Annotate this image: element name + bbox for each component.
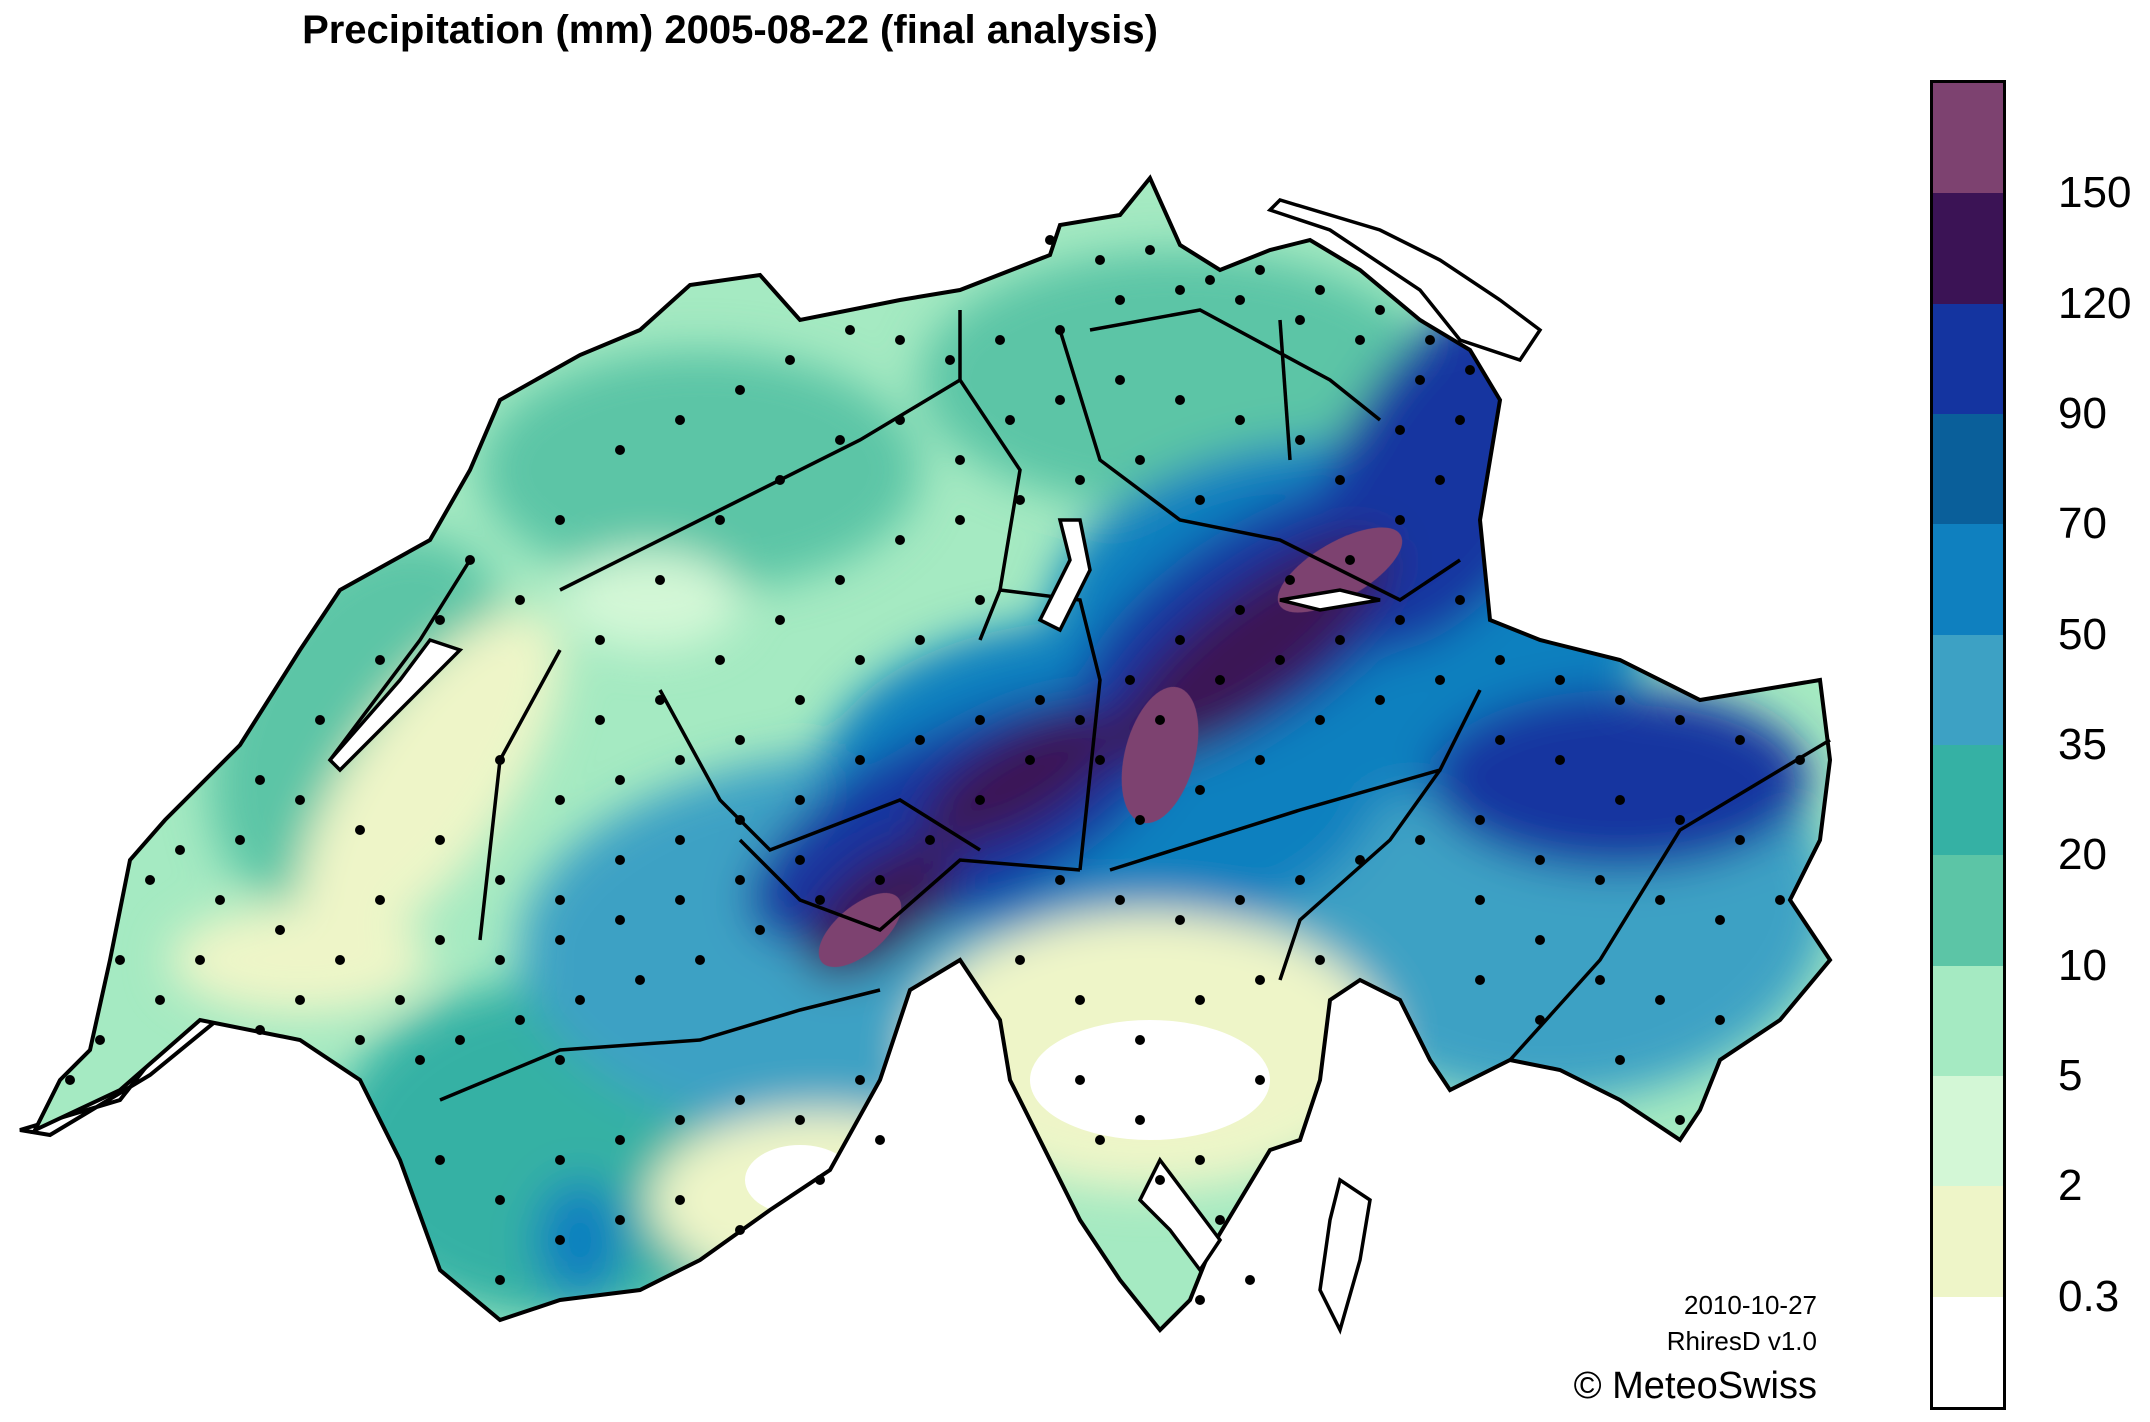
legend-swatch xyxy=(1933,524,2003,635)
legend-swatch xyxy=(1933,1296,2003,1407)
legend-swatch xyxy=(1933,193,2003,304)
legend-tick-label: 20 xyxy=(2058,830,2107,880)
legend-tick-label: 10 xyxy=(2058,940,2107,990)
legend-swatch xyxy=(1933,413,2003,525)
legend-tick-label: 2 xyxy=(2058,1161,2083,1211)
station-dots xyxy=(65,235,1805,1305)
lakes xyxy=(327,198,1543,1335)
legend-tick-label: 35 xyxy=(2058,720,2107,769)
legend-swatch xyxy=(1933,303,2003,414)
legend-swatch xyxy=(1933,634,2003,745)
legend-tick-label: 5 xyxy=(2058,1051,2083,1100)
credit-date: 2010-10-27 xyxy=(1684,1290,1817,1320)
credit-copyright: © MeteoSwiss xyxy=(1573,1365,1817,1407)
legend-tick-label: 50 xyxy=(2058,609,2107,659)
map-title: Precipitation (mm) 2005-08-22 (final ana… xyxy=(302,8,1158,52)
legend-tick-label: 70 xyxy=(2058,499,2107,549)
legend-swatch xyxy=(1933,83,2003,194)
precipitation-field xyxy=(35,178,1830,1330)
legend-swatch xyxy=(1933,965,2003,1076)
credit-product: RhiresD v1.0 xyxy=(1666,1326,1817,1356)
legend-swatch xyxy=(1933,855,2003,966)
legend-tick-label: 150 xyxy=(2058,168,2132,218)
canton-borders xyxy=(328,308,1831,1102)
legend-swatch xyxy=(1933,1186,2003,1297)
legend-swatch xyxy=(1933,1075,2003,1187)
color-legend xyxy=(1930,80,2006,1410)
country-border xyxy=(30,174,1833,1333)
legend-tick-label: 120 xyxy=(2058,278,2132,328)
legend-tick-label: 90 xyxy=(2058,389,2107,438)
legend-tick-label: 0.3 xyxy=(2058,1271,2120,1321)
legend-swatch xyxy=(1933,744,2003,856)
